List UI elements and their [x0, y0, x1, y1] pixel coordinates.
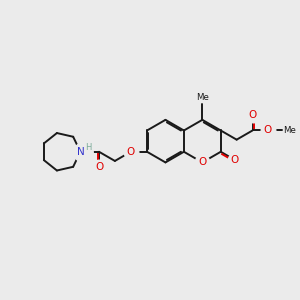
Text: O: O [198, 158, 206, 167]
Text: Me: Me [196, 93, 209, 102]
Text: H: H [85, 143, 91, 152]
Text: Me: Me [284, 126, 296, 135]
Text: O: O [248, 110, 256, 120]
Text: O: O [264, 125, 272, 136]
Text: O: O [127, 147, 135, 157]
Text: O: O [231, 155, 239, 165]
Text: N: N [77, 147, 85, 157]
Text: O: O [95, 162, 103, 172]
